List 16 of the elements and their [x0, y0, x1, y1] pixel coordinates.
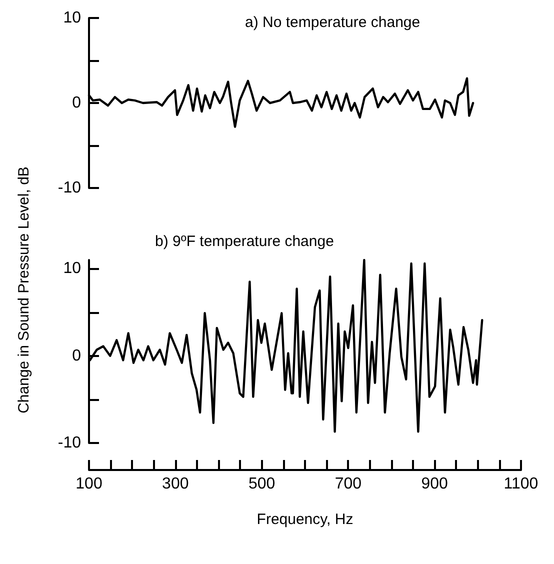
x-tick-label: 300: [162, 476, 189, 492]
y-tick-label: -10: [58, 434, 82, 452]
x-tick-label: 100: [76, 476, 102, 492]
y-tick-label: 10: [63, 260, 82, 278]
x-tick-label: 900: [421, 476, 448, 492]
y-tick-label: 10: [63, 10, 82, 26]
y-tick-label: 0: [72, 347, 82, 364]
x-tick-label: 700: [334, 476, 362, 492]
x-axis-title: Frequency, Hz: [256, 511, 354, 528]
y-tick-label: -10: [58, 180, 82, 196]
y-tick-label: 0: [72, 94, 82, 112]
chart-title: b) 9ºF temperature change: [155, 233, 334, 250]
chart-title: a) No temperature change: [245, 14, 420, 31]
y-axis-title: Change in Sound Pressure Level, dB: [16, 166, 32, 414]
x-tick-label: 1100: [504, 476, 538, 492]
x-tick-label: 500: [248, 476, 276, 492]
